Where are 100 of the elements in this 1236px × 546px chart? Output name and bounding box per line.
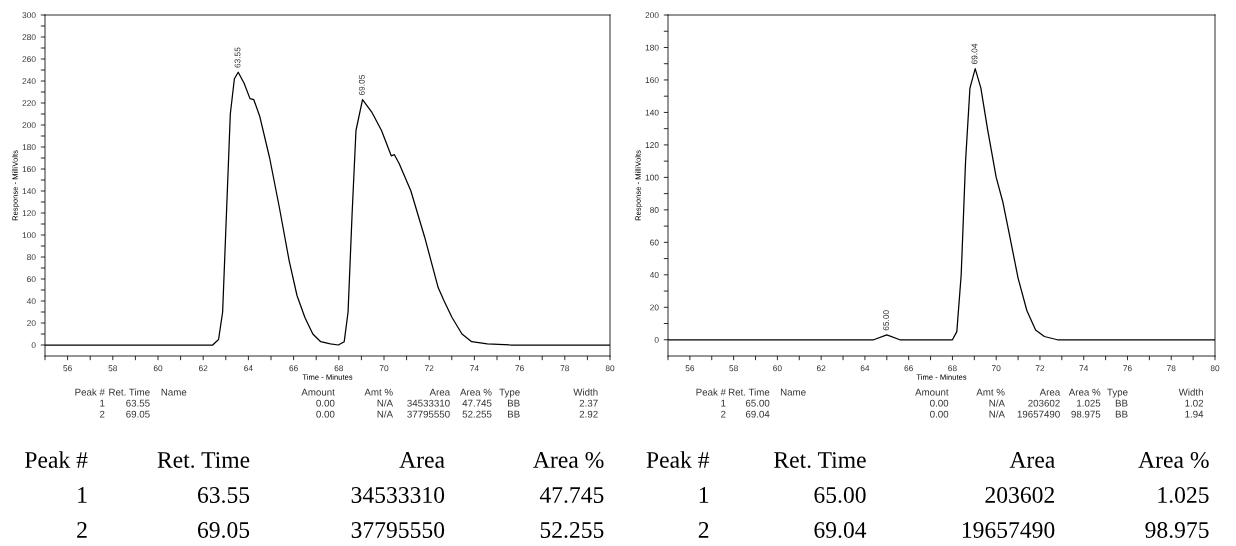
annotation: 69.04 xyxy=(971,43,978,64)
text: Name xyxy=(780,388,806,396)
text: 1.02 xyxy=(1185,399,1204,407)
y-tick-label: 80 xyxy=(650,207,659,213)
text: 0.00 xyxy=(316,399,335,407)
y-tick-label: 80 xyxy=(27,254,36,261)
x-tick-label: 60 xyxy=(153,365,163,372)
text: Ret. Time xyxy=(774,452,866,469)
text: 19657490 xyxy=(1017,410,1060,418)
x-tick-label: 80 xyxy=(1210,365,1220,372)
y-tick-label: 0 xyxy=(654,336,659,343)
y-tick-label: 160 xyxy=(645,77,659,84)
text: N/A xyxy=(377,399,394,407)
x-tick-label: 74 xyxy=(1079,365,1089,372)
text: 1.94 xyxy=(1185,410,1204,418)
y-tick-label: 100 xyxy=(645,174,659,181)
x-tick-label: 64 xyxy=(244,365,253,372)
text: 0.00 xyxy=(930,410,949,418)
y-tick-label: 220 xyxy=(22,100,36,107)
text: Area xyxy=(1009,452,1055,468)
text: 19657490 xyxy=(962,521,1055,538)
text: Type xyxy=(1107,388,1128,398)
text: Area % xyxy=(1138,451,1209,468)
y-tick-label: 100 xyxy=(22,232,36,239)
y-tick-label: 160 xyxy=(22,166,36,173)
x-tick-label: 58 xyxy=(108,365,118,372)
y-tick-label: 200 xyxy=(645,12,659,19)
y-tick-label: 180 xyxy=(645,44,659,51)
annotation: 63.55 xyxy=(234,47,241,68)
x-tick-label: 62 xyxy=(816,365,826,372)
text: Peak # xyxy=(646,451,710,468)
text: 63.55 xyxy=(126,399,150,407)
x-tick-label: 70 xyxy=(379,365,389,372)
text: 34533310 xyxy=(407,399,450,407)
text: Area % xyxy=(1068,388,1101,396)
text: 47.745 xyxy=(462,399,492,407)
text: 1 xyxy=(721,399,726,407)
text: Name xyxy=(161,388,187,396)
x-tick-label: 58 xyxy=(729,365,738,372)
text: 69.04 xyxy=(814,521,867,539)
text: 65.00 xyxy=(814,486,866,504)
x-tick-label: 72 xyxy=(1035,365,1045,372)
text: 2 xyxy=(698,522,709,538)
x-tick-label: 72 xyxy=(424,365,434,372)
y-tick-label: 0 xyxy=(31,342,36,349)
text: Area % xyxy=(533,451,604,468)
text: 2.92 xyxy=(579,410,598,418)
x-tick-label: 78 xyxy=(1167,365,1176,372)
text: N/A xyxy=(989,410,1005,418)
y-tick-label: 40 xyxy=(649,272,659,278)
text: BB xyxy=(1115,410,1128,418)
text: 69.04 xyxy=(745,410,770,418)
text: Area xyxy=(1039,388,1061,396)
x-tick-label: 60 xyxy=(773,365,782,372)
annotation: 65.00 xyxy=(883,310,890,331)
annotation: 69.05 xyxy=(358,75,365,96)
y-tick-label: 60 xyxy=(27,276,36,283)
text: 1 xyxy=(78,487,87,503)
text: 37795550 xyxy=(407,410,450,418)
x-tick-label: 56 xyxy=(685,365,695,372)
text: Width xyxy=(1178,388,1203,396)
text: 52.255 xyxy=(462,410,492,418)
x-tick-label: 76 xyxy=(1123,365,1132,372)
text: 203602 xyxy=(985,486,1054,503)
text: BB xyxy=(1115,399,1128,407)
text: Area % xyxy=(460,388,492,396)
text: Peak # xyxy=(696,388,726,396)
text: Amt % xyxy=(364,388,393,396)
text: 1.025 xyxy=(1158,486,1209,504)
text: 2 xyxy=(721,410,726,418)
y-tick-label: 40 xyxy=(26,298,36,305)
text: 0.00 xyxy=(316,410,335,418)
y-tick-label: 60 xyxy=(650,239,659,246)
text: 98.975 xyxy=(1145,521,1209,539)
x-tick-label: 68 xyxy=(948,365,957,372)
text: 69.05 xyxy=(126,410,150,418)
y-tick-label: 240 xyxy=(22,78,36,85)
x-tick-label: 76 xyxy=(515,365,524,372)
text: 2 xyxy=(99,410,105,418)
text: 0.00 xyxy=(930,399,949,407)
text: 1 xyxy=(699,487,709,503)
text: 69.05 xyxy=(197,521,250,539)
y-tick-label: 140 xyxy=(645,109,659,116)
text: 37795550 xyxy=(351,521,445,538)
text: Peak # xyxy=(75,388,105,396)
y-tick-label: 280 xyxy=(22,34,36,41)
x-tick-label: 68 xyxy=(334,365,344,372)
y-tick-label: 140 xyxy=(22,188,36,195)
x-tick-label: 62 xyxy=(198,365,208,372)
text: 65.00 xyxy=(745,399,770,407)
text: N/A xyxy=(989,399,1005,407)
x-tick-label: 78 xyxy=(560,365,570,372)
text: Area xyxy=(399,452,445,468)
text: 1.025 xyxy=(1077,399,1101,407)
y-tick-label: 120 xyxy=(645,142,659,149)
y-tick-label: 260 xyxy=(22,56,36,63)
text: 203602 xyxy=(1028,399,1060,407)
x-tick-label: 66 xyxy=(289,365,298,372)
text: 2 xyxy=(77,522,87,538)
y-tick-label: 300 xyxy=(22,12,36,19)
